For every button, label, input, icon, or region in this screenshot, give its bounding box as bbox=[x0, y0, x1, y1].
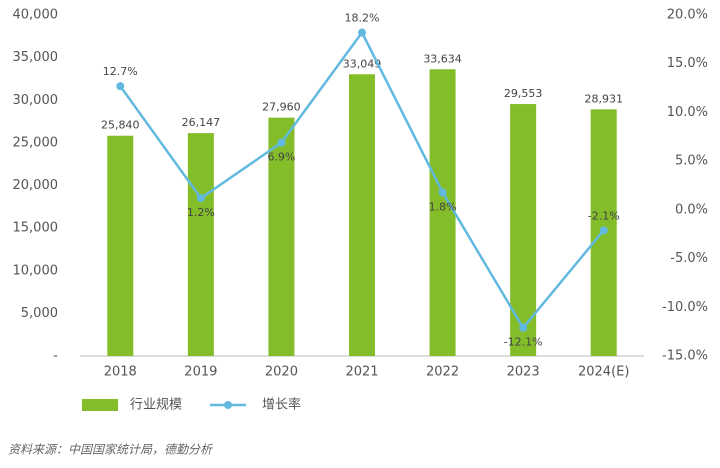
y2-tick-label: -15.0% bbox=[662, 349, 708, 364]
bar bbox=[429, 69, 456, 357]
legend-swatch bbox=[82, 399, 118, 411]
y-tick-label: 15,000 bbox=[13, 221, 59, 236]
x-tick-label: 2021 bbox=[345, 365, 378, 380]
line-value-label: 6.9% bbox=[267, 151, 295, 164]
growth-point bbox=[358, 28, 366, 37]
bar-value-label: 26,147 bbox=[182, 116, 221, 129]
legend-label: 增长率 bbox=[262, 397, 301, 413]
y2-tick-label: -5.0% bbox=[670, 251, 708, 266]
line-value-label: -2.1% bbox=[588, 209, 620, 222]
bar bbox=[107, 135, 134, 356]
y-tick-label: 5,000 bbox=[21, 306, 58, 321]
y-tick-label: 30,000 bbox=[13, 93, 59, 108]
bar-value-label: 29,553 bbox=[504, 87, 543, 100]
y2-tick-label: 15.0% bbox=[667, 56, 708, 71]
bar-value-label: 25,840 bbox=[101, 119, 140, 132]
line-value-label: -12.1% bbox=[504, 336, 543, 349]
y2-tick-label: 10.0% bbox=[667, 105, 708, 120]
y2-tick-label: 0.0% bbox=[675, 202, 708, 217]
growth-point bbox=[438, 188, 447, 197]
x-tick-label: 2023 bbox=[507, 365, 540, 380]
growth-point bbox=[116, 82, 125, 91]
y2-tick-label: 20.0% bbox=[667, 8, 708, 23]
bar-value-label: 33,634 bbox=[423, 52, 462, 65]
bar bbox=[187, 133, 214, 356]
bar-value-label: 33,049 bbox=[343, 57, 382, 70]
growth-point bbox=[599, 226, 608, 235]
bar-value-label: 27,960 bbox=[262, 101, 301, 114]
y2-tick-label: -10.0% bbox=[662, 300, 708, 315]
y-tick-label: 20,000 bbox=[13, 178, 59, 193]
line-value-label: 1.2% bbox=[187, 206, 215, 219]
y-tick-label: - bbox=[53, 349, 58, 364]
legend-label: 行业规模 bbox=[130, 398, 182, 413]
x-tick-label: 2019 bbox=[184, 365, 217, 380]
y-tick-label: 25,000 bbox=[13, 135, 59, 150]
source-note: 资料来源：中国国家统计局，德勤分析 bbox=[8, 443, 214, 457]
x-tick-label: 2020 bbox=[265, 365, 298, 380]
line-value-label: 12.7% bbox=[103, 65, 138, 78]
line-value-label: 1.8% bbox=[429, 200, 457, 213]
y-tick-label: 35,000 bbox=[13, 50, 59, 65]
x-tick-label: 2024(E) bbox=[578, 365, 629, 380]
bar-value-label: 28,931 bbox=[584, 92, 623, 105]
y-tick-label: 10,000 bbox=[13, 263, 59, 278]
growth-point bbox=[519, 323, 528, 332]
x-tick-label: 2022 bbox=[426, 365, 459, 380]
y2-tick-label: 5.0% bbox=[675, 154, 708, 169]
x-tick-label: 2018 bbox=[104, 365, 137, 380]
growth-point bbox=[277, 138, 286, 147]
bar bbox=[349, 74, 375, 357]
legend-swatch bbox=[224, 401, 232, 409]
growth-point bbox=[196, 194, 205, 203]
line-value-label: 18.2% bbox=[345, 12, 380, 25]
y-tick-label: 40,000 bbox=[13, 8, 59, 23]
bar bbox=[268, 117, 295, 357]
